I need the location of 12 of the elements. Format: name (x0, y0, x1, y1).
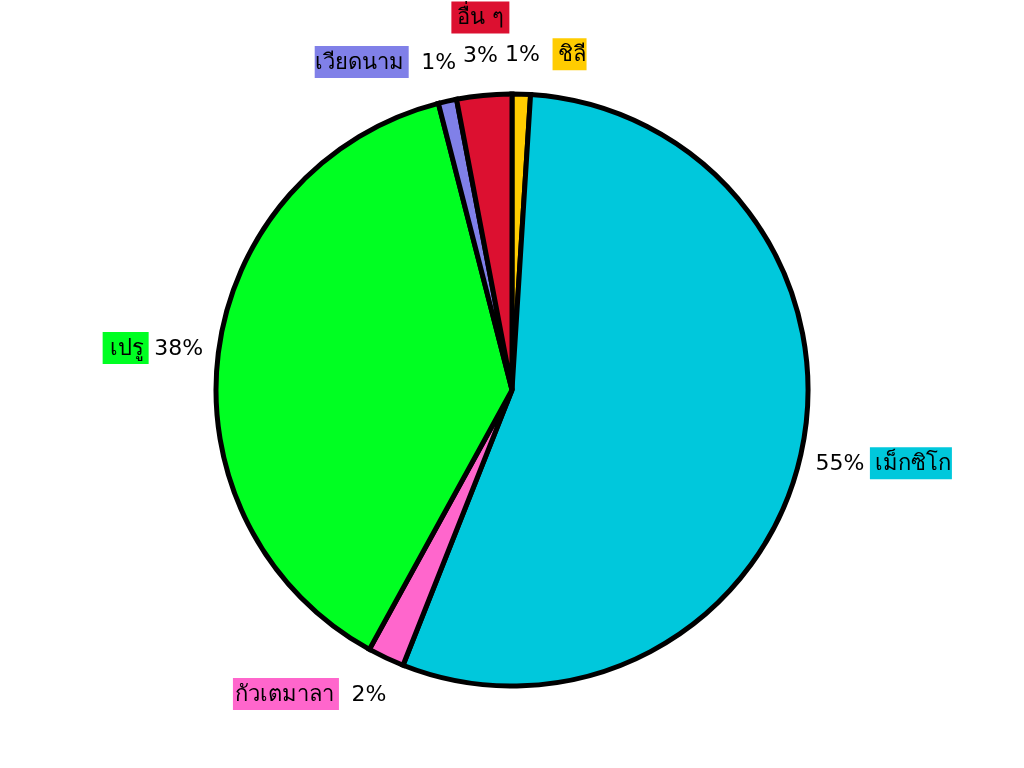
slice-label: ชิลี (557, 41, 586, 67)
slice-label: เม็กซิโก (874, 448, 951, 476)
slice-label: เปรู (109, 334, 144, 361)
slice-label: กัวเตมาลา (234, 681, 334, 707)
data-label: 38% (154, 334, 204, 360)
slice-label: อื่น ๆ (456, 1, 504, 30)
data-label: 2% (351, 681, 387, 707)
slice-label: เวียดนาม (314, 49, 404, 75)
data-label: 55% (815, 450, 865, 476)
data-label: 3% (462, 42, 498, 68)
data-label: 1% (421, 49, 457, 75)
data-label: 1% (505, 41, 541, 67)
